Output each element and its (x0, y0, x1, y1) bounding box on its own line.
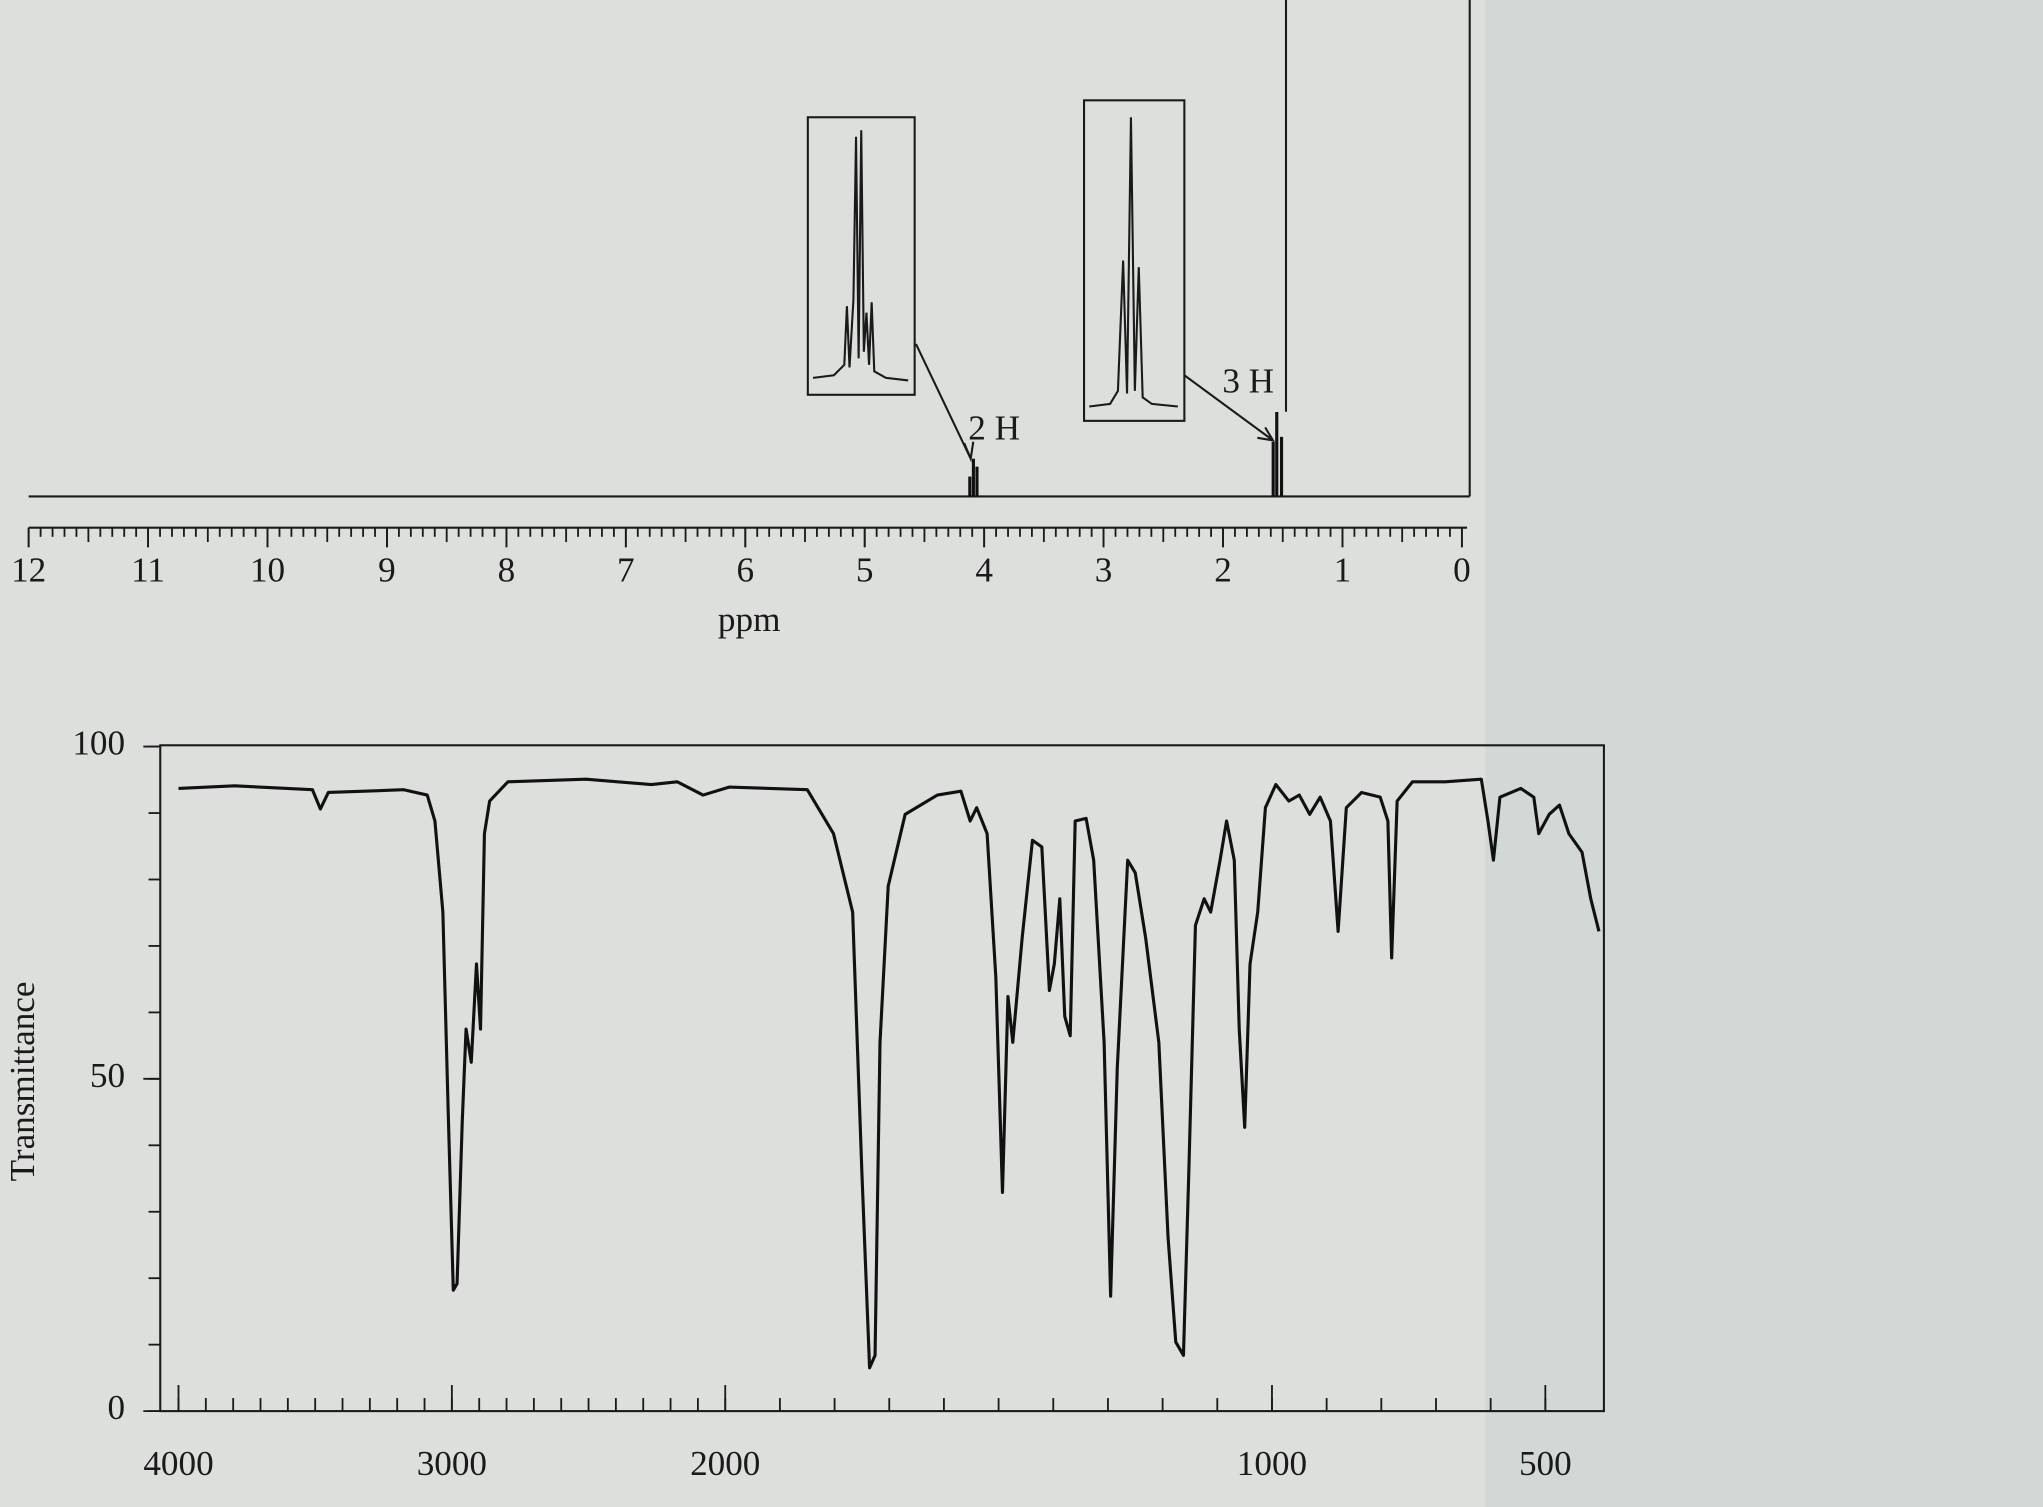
ir-frame (159, 744, 1605, 1413)
x-tick-label: 10 (250, 550, 285, 589)
arrow (1183, 374, 1276, 442)
x-tick-label: 4 (975, 550, 993, 589)
x-tick-label: 12 (11, 550, 46, 589)
x-tick-label: 6 (736, 550, 754, 589)
x-tick-label: 3000 (417, 1444, 487, 1483)
x-tick-label: 2000 (690, 1444, 760, 1483)
arrow (915, 343, 975, 463)
x-tick-label: 500 (1519, 1444, 1572, 1483)
x-tick-label: 0 (1453, 550, 1471, 589)
inset-box (1082, 99, 1186, 422)
y-tick-label: 50 (90, 1056, 125, 1095)
inset-multiplet (812, 130, 909, 382)
annotation: 2 H (968, 408, 1020, 447)
x-axis-label: ppm (718, 600, 781, 639)
x-tick-label: 1 (1334, 550, 1352, 589)
x-tick-label: 9 (378, 550, 396, 589)
x-tick-label: 4000 (143, 1444, 213, 1483)
x-tick-label: 7 (617, 550, 635, 589)
x-tick-label: 1000 (1237, 1444, 1307, 1483)
y-axis-label: Transmittance (3, 982, 42, 1182)
inset-multiplet (1089, 117, 1178, 408)
y-tick-label: 100 (72, 724, 125, 763)
spectrum-line (178, 777, 1601, 1370)
annotation: 3 H (1222, 361, 1274, 400)
x-tick-label: 11 (131, 550, 165, 589)
x-tick-label: 2 (1214, 550, 1232, 589)
x-tick-label: 3 (1095, 550, 1113, 589)
x-tick-label: 8 (498, 550, 516, 589)
y-tick-label: 0 (108, 1388, 126, 1427)
x-tick-label: 5 (856, 550, 874, 589)
screen-background (1485, 0, 2043, 1507)
inset-box (806, 116, 916, 396)
